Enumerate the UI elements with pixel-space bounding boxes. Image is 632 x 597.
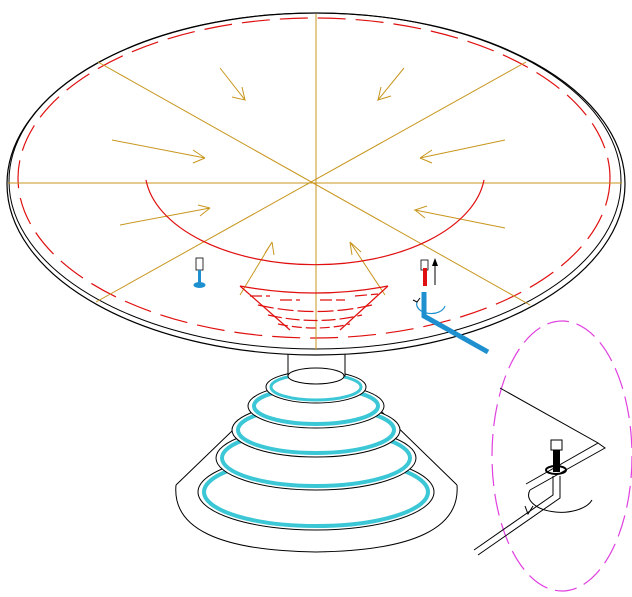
base	[175, 327, 458, 553]
detail-view	[473, 320, 632, 592]
tabletop	[6, 12, 626, 356]
fasteners	[193, 257, 490, 355]
